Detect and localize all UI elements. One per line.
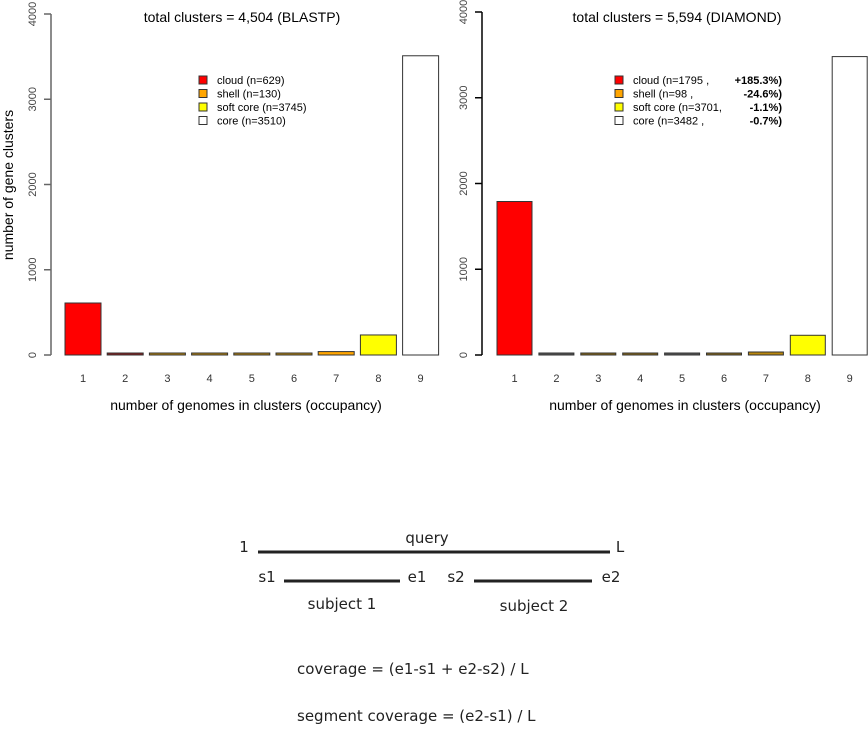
x-tick-label: 4 [637, 373, 643, 385]
legend-swatch [198, 102, 208, 112]
bar-7 [747, 351, 784, 356]
coverage-diagram: 1 query L s1 e1 s2 e2 subject 1 subject … [239, 529, 625, 725]
legend-swatch [198, 75, 208, 85]
blastp-chart: total clusters = 4,504 (BLASTP) number o… [0, 2, 440, 413]
x-tick-label: 8 [805, 373, 811, 385]
x-tick-label: 6 [721, 373, 727, 385]
y-axis-label: number of gene clusters [0, 110, 16, 260]
chart-title: total clusters = 5,594 (DIAMOND) [573, 9, 782, 25]
query-end-label: L [616, 538, 625, 556]
x-tick-label: 2 [553, 373, 559, 385]
legend-swatch [614, 102, 624, 112]
y-axis: 0 1000 2000 3000 4000 [27, 2, 52, 358]
bar-2 [538, 352, 575, 356]
legend-label: core (n=3482 , [633, 116, 704, 128]
legend-swatch [198, 116, 208, 125]
bar-9 [402, 55, 440, 356]
query-label: query [405, 529, 448, 547]
y-tick-label: 2000 [27, 172, 39, 196]
bar-7 [317, 351, 355, 356]
subject2-label: subject 2 [500, 597, 569, 615]
legend-label: cloud (n=629) [217, 75, 285, 87]
x-tick-labels: 1 2 3 4 5 6 7 8 9 [80, 373, 424, 385]
s1-label: s1 [258, 568, 275, 586]
x-tick-labels: 1 2 3 4 5 6 7 8 9 [511, 373, 852, 385]
x-axis-label: number of genomes in clusters (occupancy… [549, 397, 821, 413]
legend-delta: -0.7%) [750, 116, 783, 128]
legend-label: core (n=3510) [217, 116, 286, 128]
bars [496, 56, 868, 356]
legend-label: soft core (n=3745) [217, 102, 307, 114]
legend-swatch [614, 89, 624, 98]
x-tick-label: 5 [679, 373, 685, 385]
e1-label: e1 [408, 568, 427, 586]
legend-delta: -24.6%) [743, 89, 782, 101]
y-tick-label: 4000 [27, 2, 39, 26]
y-tick-label: 4000 [458, 0, 470, 24]
subject1-label: subject 1 [308, 595, 377, 613]
legend-swatch [614, 75, 624, 85]
y-tick-label: 3000 [27, 87, 39, 111]
bars [64, 55, 440, 356]
y-tick-label: 1000 [458, 257, 470, 281]
x-tick-label: 6 [291, 373, 297, 385]
chart-title: total clusters = 4,504 (BLASTP) [144, 9, 340, 25]
bar-4 [622, 352, 659, 356]
y-tick-label: 3000 [458, 86, 470, 110]
legend-label: cloud (n=1795 , [633, 75, 709, 87]
x-tick-label: 3 [164, 373, 170, 385]
bar-5 [233, 352, 271, 356]
bar-6 [275, 352, 313, 356]
bar-8 [359, 334, 397, 356]
bar-8 [789, 334, 826, 356]
bar-5 [664, 352, 701, 356]
diamond-chart: total clusters = 5,594 (DIAMOND) number … [458, 0, 868, 413]
legend-label: shell (n=130) [217, 89, 281, 101]
x-tick-label: 3 [595, 373, 601, 385]
legend: cloud (n=1795 , +185.3%) shell (n=98 , -2… [614, 75, 783, 128]
x-tick-label: 9 [847, 373, 853, 385]
bar-4 [191, 352, 229, 356]
legend-delta: +185.3%) [735, 75, 783, 87]
x-tick-label: 2 [122, 373, 128, 385]
legend-label: soft core (n=3701, [633, 102, 722, 114]
bar-1 [496, 201, 533, 356]
legend-delta: -1.1%) [750, 102, 783, 114]
y-tick-label: 0 [458, 352, 470, 358]
y-tick-label: 0 [27, 352, 39, 358]
x-tick-label: 1 [511, 373, 517, 385]
y-tick-label: 1000 [27, 258, 39, 282]
legend: cloud (n=629) shell (n=130)soft core (n=3… [198, 75, 307, 128]
y-axis: 0 1000 2000 3000 4000 [458, 0, 483, 358]
query-start-label: 1 [239, 538, 249, 556]
legend-swatch [198, 89, 208, 98]
x-tick-label: 5 [249, 373, 255, 385]
x-tick-label: 7 [333, 373, 339, 385]
charts-area: total clusters = 4,504 (BLASTP) number o… [0, 0, 868, 413]
legend-swatch [614, 116, 624, 125]
x-tick-label: 9 [418, 373, 424, 385]
segment-coverage-formula: segment coverage = (e2-s1) / L [297, 707, 536, 725]
bar-9 [831, 56, 868, 356]
coverage-formula: coverage = (e1-s1 + e2-s2) / L [297, 660, 529, 678]
bar-6 [706, 352, 742, 356]
x-axis-label: number of genomes in clusters (occupancy… [110, 397, 382, 413]
y-tick-label: 2000 [458, 171, 470, 195]
bar-1 [64, 302, 102, 356]
x-tick-label: 4 [207, 373, 213, 385]
bar-3 [580, 352, 617, 356]
x-tick-label: 1 [80, 373, 86, 385]
bar-3 [148, 352, 186, 356]
x-tick-label: 8 [375, 373, 381, 385]
s2-label: s2 [447, 568, 464, 586]
legend-label: shell (n=98 , [633, 89, 693, 101]
bar-2 [106, 352, 144, 356]
x-tick-label: 7 [763, 373, 769, 385]
e2-label: e2 [602, 568, 621, 586]
